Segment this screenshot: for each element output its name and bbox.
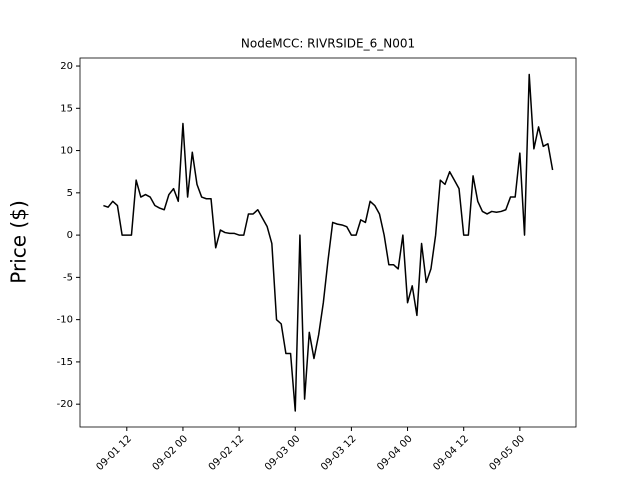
plot-frame [79,57,577,428]
y-tick-label: -5 [63,272,73,283]
x-tick-label: 09-04 00 [375,433,415,473]
y-tick-label: 15 [60,103,73,114]
y-tick-label: -15 [57,357,73,368]
x-tick-label: 09-03 12 [319,433,359,473]
y-tick-label: 10 [60,146,73,157]
y-tick-label: 5 [67,188,73,199]
x-tick-label: 09-05 00 [488,433,528,473]
x-tick-label: 09-01 12 [94,433,134,473]
y-tick-label: -10 [57,315,73,326]
x-tick-label: 09-02 12 [207,433,247,473]
y-axis-label: Price ($) [7,200,31,283]
chart-title: NodeMCC: RIVRSIDE_6_N001 [241,37,415,51]
x-tick-label: 09-03 00 [263,433,303,473]
y-tick-label: 20 [60,61,73,72]
y-tick-label: 0 [67,230,73,241]
y-tick-label: -20 [57,399,73,410]
x-tick-label: 09-02 00 [151,433,191,473]
price-line [103,73,554,412]
x-tick-label: 09-04 12 [431,433,471,473]
